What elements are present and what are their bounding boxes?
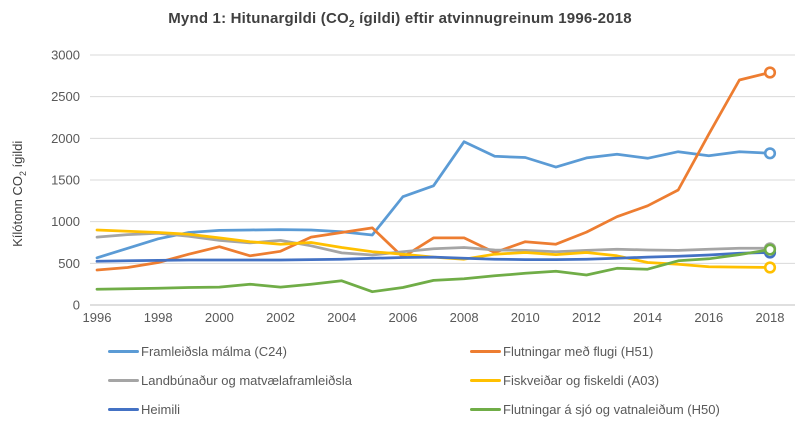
chart-legend: Framleiðsla málma (C24) Landbúnaður og m… xyxy=(0,339,800,428)
y-axis-title: Kílótonn CO2 ígildi xyxy=(10,104,28,284)
series-endpoint-marker-c24 xyxy=(763,147,777,160)
x-tick-label: 2010 xyxy=(511,310,540,325)
y-axis-title-text: Kílótonn CO xyxy=(10,176,26,247)
line-chart-plot: 0 500 1000 1500 2000 2500 3000 1996 1998 2000 2002… xyxy=(51,48,795,325)
series-line-h51 xyxy=(95,71,772,272)
x-tick-label: 2002 xyxy=(266,310,295,325)
x-tick-label: 2014 xyxy=(633,310,662,325)
chart-title-text-2: ígildi) eftir atvinnugreinum 1996-2018 xyxy=(354,10,632,27)
series-line-heimili xyxy=(95,251,772,263)
chart-title: Mynd 1: Hitunargildi (CO2 ígildi) eftir … xyxy=(0,10,800,30)
chart-title-subscript: 2 xyxy=(348,19,355,30)
legend-item-fiskveidar: Fiskveiðar og fiskeldi (A03) xyxy=(470,370,659,390)
legend-item-framleidsla-malma: Framleiðsla málma (C24) xyxy=(108,341,287,361)
x-tick-label: 1998 xyxy=(144,310,173,325)
legend-label: Framleiðsla málma (C24) xyxy=(141,343,287,359)
legend-label: Landbúnaður og matvælaframleiðsla xyxy=(141,372,353,388)
y-axis-title-text-2: ígildi xyxy=(10,140,26,172)
series-endpoint-marker-h50 xyxy=(763,243,777,256)
y-tick-label: 2500 xyxy=(51,89,80,104)
y-tick-label: 1500 xyxy=(51,173,80,188)
x-tick-label: 2008 xyxy=(450,310,479,325)
y-tick-label: 0 xyxy=(73,298,80,313)
legend-label: Heimili xyxy=(141,401,180,417)
y-tick-label: 3000 xyxy=(51,48,80,63)
legend-line-swatch xyxy=(470,407,501,411)
y-tick-label: 2000 xyxy=(51,131,80,146)
legend-label: Fiskveiðar og fiskeldi (A03) xyxy=(503,372,660,388)
legend-item-landbunadur: Landbúnaður og matvælaframleiðsla xyxy=(108,370,352,390)
legend-label: Flutningar á sjó og vatnaleiðum (H50) xyxy=(503,401,720,417)
series-line-landbunadur xyxy=(95,231,772,257)
legend-item-flutningar-flugi: Flutningar með flugi (H51) xyxy=(470,341,653,361)
y-axis-title-subscript: 2 xyxy=(17,171,28,177)
x-tick-label: 2018 xyxy=(756,310,785,325)
y-tick-label: 500 xyxy=(58,256,80,271)
series-line-c24 xyxy=(95,140,772,260)
legend-line-swatch xyxy=(470,349,501,353)
x-tick-label: 2000 xyxy=(205,310,234,325)
legend-label: Flutningar með flugi (H51) xyxy=(503,343,654,359)
x-tick-label: 2004 xyxy=(327,310,356,325)
y-tick-label: 1000 xyxy=(51,214,80,229)
series-endpoint-marker-a03 xyxy=(763,261,777,274)
chart-title-text: Mynd 1: Hitunargildi (CO xyxy=(168,10,349,27)
series-line-h50 xyxy=(95,248,772,294)
legend-item-flutningar-sjo: Flutningar á sjó og vatnaleiðum (H50) xyxy=(470,399,720,419)
legend-item-heimili: Heimili xyxy=(108,399,180,419)
x-tick-label: 2016 xyxy=(694,310,723,325)
x-tick-label: 1996 xyxy=(83,310,112,325)
legend-line-swatch xyxy=(470,378,501,382)
legend-line-swatch xyxy=(108,407,139,411)
legend-line-swatch xyxy=(108,378,139,382)
x-tick-label: 2006 xyxy=(388,310,417,325)
series-endpoint-marker-h51 xyxy=(763,66,777,79)
x-tick-label: 2012 xyxy=(572,310,601,325)
legend-line-swatch xyxy=(108,349,139,353)
